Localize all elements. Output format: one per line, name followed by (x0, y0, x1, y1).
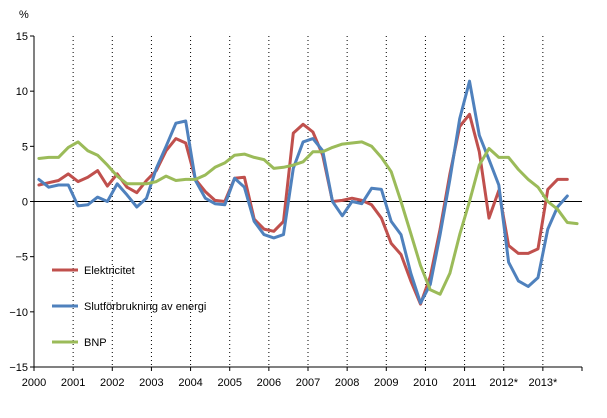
x-tick-label: 2011 (453, 377, 477, 389)
x-tick-label: 2002 (100, 377, 124, 389)
legend-label: Slutförbrukning av energi (84, 301, 206, 313)
x-tick-label: 2004 (178, 377, 202, 389)
y-axis-unit-label: % (19, 9, 29, 21)
series-lines (37, 79, 579, 306)
x-tick-label: 2003 (139, 377, 163, 389)
legend-label: Elektricitet (84, 265, 135, 277)
x-axis-ticks: 2000 2001 2002 2003 2004 2005 2006 2007 2008 2009… (22, 367, 583, 389)
legend: Elektricitet Slutförbrukning av energi BNP (52, 265, 206, 349)
series-line-bnp (37, 140, 579, 296)
y-tick-label: −15 (9, 362, 28, 374)
x-tick-label: 2013* (528, 377, 557, 389)
x-tick-label: 2010 (413, 377, 437, 389)
x-tick-label: 2000 (22, 377, 46, 389)
x-tick-label: 2007 (296, 377, 320, 389)
x-tick-label: 2006 (257, 377, 281, 389)
x-tick-label: 2005 (217, 377, 241, 389)
y-tick-label: −10 (9, 307, 28, 319)
x-tick-label: 2001 (61, 377, 85, 389)
y-tick-label: 10 (16, 86, 28, 98)
y-tick-label: 15 (16, 31, 28, 43)
x-tick-label: 2012* (489, 377, 518, 389)
x-tick-label: 2009 (374, 377, 398, 389)
series-line-elektricitet (37, 112, 569, 306)
x-tick-label: 2008 (335, 377, 359, 389)
legend-label: BNP (84, 337, 107, 349)
y-tick-label: 5 (22, 141, 28, 153)
y-axis-ticks: 15 10 5 0 −5 −10 −15 (9, 31, 34, 374)
y-tick-label: −5 (15, 252, 28, 264)
series-line-slutf-rbrukning-av-energi (37, 79, 569, 305)
y-tick-label: 0 (22, 197, 28, 209)
